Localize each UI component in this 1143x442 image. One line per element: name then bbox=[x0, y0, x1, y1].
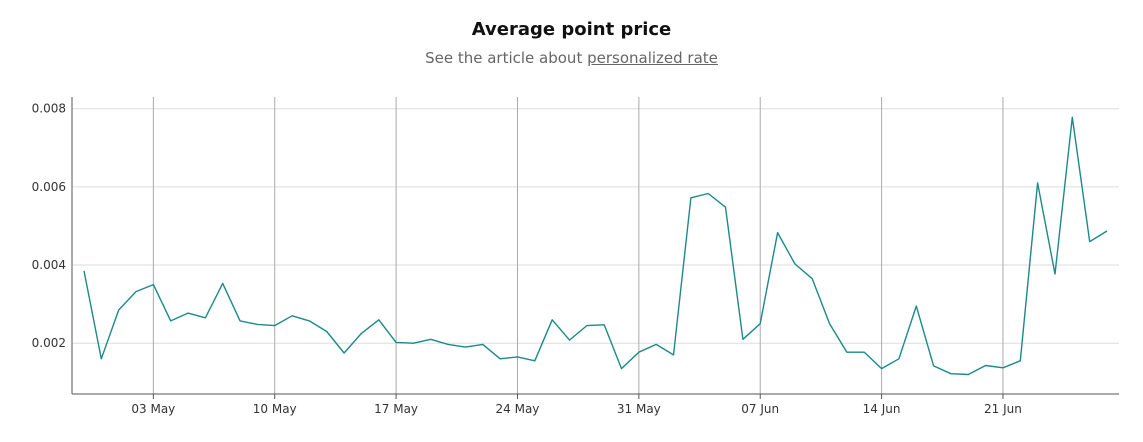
chart-title: Average point price bbox=[471, 19, 672, 40]
data-point bbox=[168, 318, 174, 324]
data-point bbox=[723, 204, 729, 210]
data-point bbox=[324, 328, 330, 334]
data-point bbox=[601, 322, 607, 328]
data-point bbox=[410, 340, 416, 346]
data-point bbox=[445, 341, 451, 347]
data-point bbox=[462, 344, 468, 350]
vertical-gridlines bbox=[152, 97, 1004, 399]
data-point bbox=[965, 371, 971, 377]
data-point bbox=[636, 349, 642, 355]
data-point bbox=[185, 310, 191, 316]
x-tick-label: 10 May bbox=[253, 402, 297, 416]
data-point bbox=[584, 323, 590, 329]
data-point bbox=[757, 321, 763, 327]
data-point bbox=[740, 336, 746, 342]
x-tick-label: 24 May bbox=[496, 402, 540, 416]
data-point bbox=[775, 230, 781, 236]
data-point bbox=[792, 261, 798, 267]
data-point bbox=[1052, 271, 1058, 277]
y-tick-label: 0.004 bbox=[32, 258, 66, 272]
data-point bbox=[931, 363, 937, 369]
data-point bbox=[81, 268, 87, 274]
data-point bbox=[1017, 358, 1023, 364]
data-point bbox=[272, 323, 278, 329]
data-point bbox=[844, 349, 850, 355]
subtitle-text: See the article about bbox=[425, 49, 588, 67]
data-point bbox=[705, 191, 711, 197]
chart-subtitle: See the article about personalized rate bbox=[0, 46, 1143, 70]
data-point bbox=[619, 366, 625, 372]
data-point bbox=[497, 356, 503, 362]
x-tick-label: 14 Jun bbox=[863, 402, 901, 416]
data-point bbox=[202, 315, 208, 321]
data-point bbox=[566, 337, 572, 343]
data-point bbox=[896, 356, 902, 362]
y-tick-label: 0.002 bbox=[32, 336, 66, 350]
x-tick-label: 21 Jun bbox=[984, 402, 1022, 416]
x-tick-label: 31 May bbox=[617, 402, 661, 416]
data-point bbox=[376, 317, 382, 323]
data-point bbox=[514, 354, 520, 360]
data-point bbox=[341, 350, 347, 356]
x-tick-labels: 03 May 10 May 17 May 24 May 31 May 07 Jun 14 J… bbox=[131, 402, 1021, 416]
chart-header: Average point price See the article abou… bbox=[0, 16, 1143, 70]
data-point bbox=[983, 362, 989, 368]
x-tick-label: 07 Jun bbox=[741, 402, 779, 416]
data-point bbox=[98, 356, 104, 362]
data-point bbox=[913, 303, 919, 309]
x-tick-label: 17 May bbox=[374, 402, 418, 416]
data-point bbox=[671, 352, 677, 358]
data-point bbox=[827, 321, 833, 327]
data-point bbox=[948, 371, 954, 377]
data-point bbox=[653, 341, 659, 347]
data-point bbox=[393, 339, 399, 345]
y-tick-label: 0.006 bbox=[32, 180, 66, 194]
data-point bbox=[1087, 239, 1093, 245]
series-line bbox=[83, 116, 1108, 376]
data-point bbox=[306, 318, 312, 324]
data-point bbox=[116, 307, 122, 313]
data-point bbox=[220, 280, 226, 286]
data-point bbox=[254, 321, 260, 327]
data-point bbox=[428, 336, 434, 342]
personalized-rate-link[interactable]: personalized rate bbox=[587, 49, 718, 67]
data-point bbox=[358, 330, 364, 336]
y-tick-labels: 0.002 0.004 0.006 0.008 bbox=[32, 102, 66, 350]
data-point bbox=[1035, 180, 1041, 186]
x-tick-label: 03 May bbox=[131, 402, 175, 416]
data-point bbox=[809, 276, 815, 282]
data-point bbox=[480, 341, 486, 347]
data-point bbox=[289, 313, 295, 319]
horizontal-gridlines bbox=[72, 108, 1119, 344]
y-tick-label: 0.008 bbox=[32, 102, 66, 116]
data-point bbox=[133, 289, 139, 295]
data-point bbox=[1104, 228, 1110, 234]
data-point bbox=[688, 195, 694, 201]
data-point bbox=[150, 282, 156, 288]
data-point bbox=[532, 358, 538, 364]
data-point bbox=[1069, 114, 1075, 120]
data-point bbox=[549, 317, 555, 323]
series-points bbox=[81, 114, 1110, 377]
data-point bbox=[1000, 365, 1006, 371]
data-point bbox=[237, 318, 243, 324]
data-point bbox=[861, 349, 867, 355]
data-point bbox=[879, 366, 885, 372]
